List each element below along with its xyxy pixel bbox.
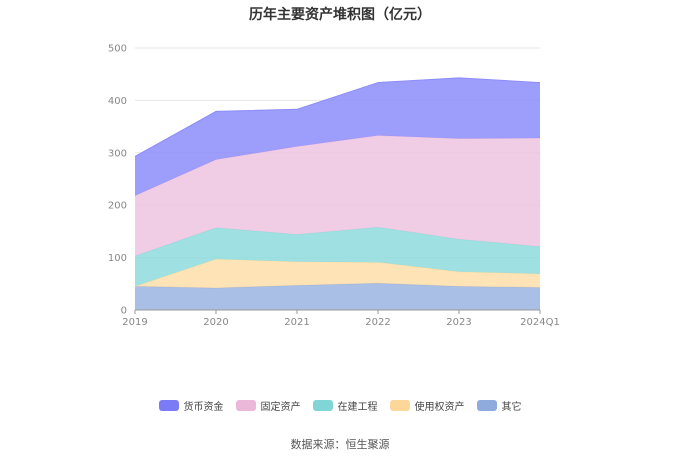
legend-item-cash[interactable]: 货币资金 [158,398,224,413]
area-series-3[interactable] [135,135,540,257]
area-series-4[interactable] [135,77,540,196]
legend-item-construction[interactable]: 在建工程 [312,398,378,413]
area-series-2[interactable] [135,227,540,287]
y-tick-label: 0 [121,306,127,317]
x-tick-label: 2021 [284,317,309,328]
y-tick-label: 300 [108,148,127,159]
x-tick-label: 2020 [203,317,228,328]
legend-label-construction: 在建工程 [337,402,378,413]
legend-label-other: 其它 [501,402,522,413]
legend-swatch-right-of-use [389,400,410,411]
axes: 0 100 200 300 400 500 2019 2020 2021 2022 2023 2024… [108,44,560,329]
legend-swatch-construction [312,400,333,411]
area-series-0[interactable] [135,283,540,310]
area-series-1[interactable] [135,259,540,288]
legend-swatch-other [476,400,497,411]
legend-label-cash: 货币资金 [183,402,224,413]
x-tick-label: 2019 [122,317,147,328]
legend-swatch-cash [158,400,179,411]
y-tick-label: 200 [108,201,127,212]
legend-item-fixed-assets[interactable]: 固定资产 [235,398,301,413]
chart-title: 历年主要资产堆积图（亿元） [249,7,431,23]
x-tick-label: 2023 [446,317,471,328]
series-line-4 [134,77,541,157]
area-series [134,77,541,310]
legend-swatch-fixed-assets [235,400,256,411]
x-tick-label: 2024Q1 [520,317,560,328]
legend-item-other[interactable]: 其它 [476,398,522,413]
y-tick-label: 400 [108,96,127,107]
y-tick-label: 100 [108,253,127,264]
data-source: 数据来源：恒生聚源 [290,438,390,451]
x-tick-label: 2022 [365,317,390,328]
stacked-area-chart: 0 100 200 300 400 500 2019 2020 2021 2022 2023 2024… [108,44,560,329]
y-tick-label: 500 [108,44,127,55]
legend: 货币资金 固定资产 在建工程 使用权资产 其它 [0,398,680,413]
legend-label-fixed-assets: 固定资产 [260,402,301,413]
legend-label-right-of-use: 使用权资产 [414,402,465,413]
legend-item-right-of-use[interactable]: 使用权资产 [389,398,465,413]
